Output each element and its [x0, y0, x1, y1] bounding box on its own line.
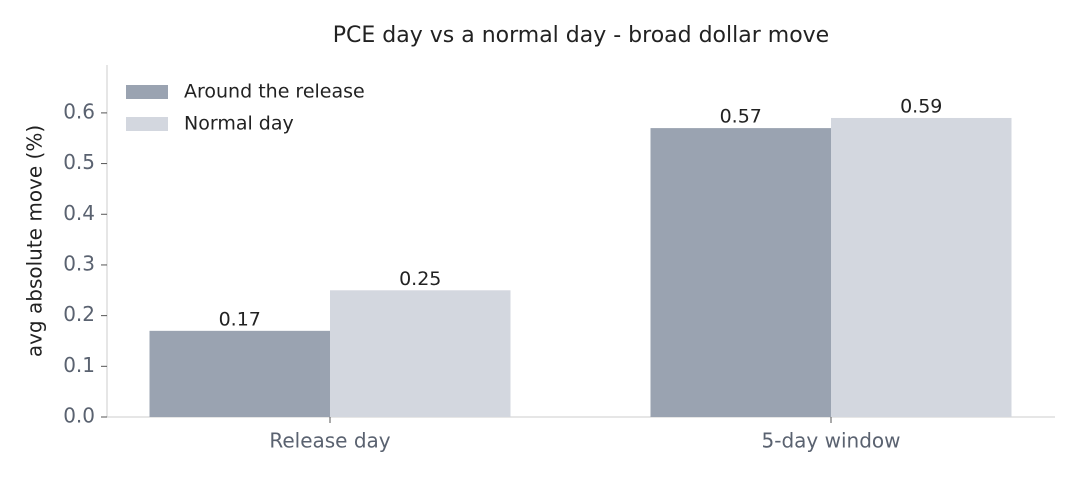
- value-label: 0.57: [720, 106, 762, 128]
- legend-swatch: [126, 117, 168, 131]
- y-tick-label: 0.2: [63, 302, 95, 326]
- legend-swatch: [126, 85, 168, 99]
- value-label: 0.25: [399, 268, 441, 290]
- value-label: 0.17: [219, 308, 261, 330]
- bar: [330, 290, 511, 417]
- y-tick-label: 0.5: [63, 150, 95, 174]
- x-tick-label: 5-day window: [762, 429, 901, 453]
- y-tick-label: 0.4: [63, 201, 95, 225]
- legend-label: Around the release: [184, 81, 365, 103]
- bar: [831, 117, 1012, 417]
- bar: [650, 128, 831, 418]
- y-axis-label: avg absolute move (%): [23, 125, 47, 357]
- chart-title: PCE day vs a normal day - broad dollar m…: [333, 23, 829, 48]
- y-tick-label: 0.6: [63, 99, 95, 123]
- value-label: 0.59: [900, 95, 942, 117]
- x-tick-label: Release day: [269, 429, 390, 453]
- y-tick-label: 0.1: [63, 353, 95, 377]
- legend-label: Normal day: [184, 113, 294, 135]
- y-tick-label: 0.0: [63, 404, 95, 428]
- bar: [149, 330, 330, 417]
- y-tick-label: 0.3: [63, 251, 95, 275]
